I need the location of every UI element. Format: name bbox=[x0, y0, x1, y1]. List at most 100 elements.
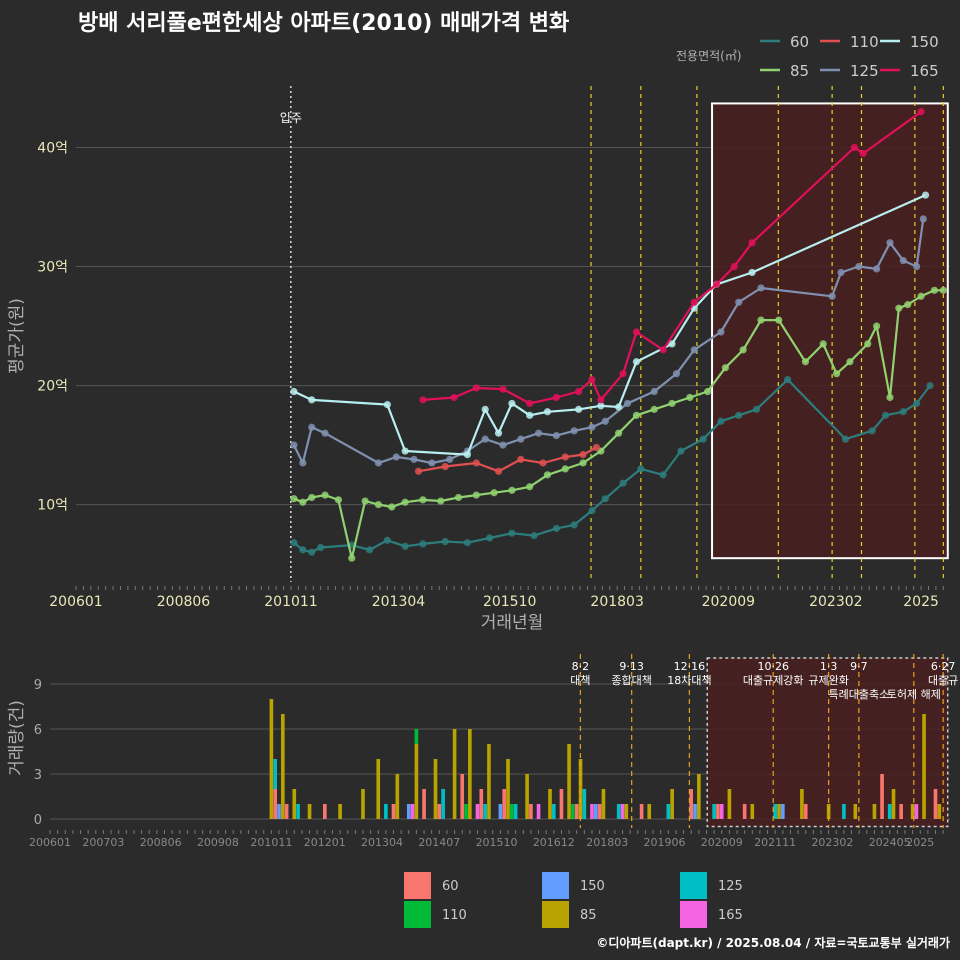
volume-bar-60 bbox=[689, 789, 694, 819]
volume-bar-165 bbox=[719, 804, 724, 819]
volume-bar-85 bbox=[414, 744, 419, 819]
price-point-85 bbox=[437, 497, 445, 505]
volume-bar-125 bbox=[582, 789, 587, 819]
price-point-85 bbox=[401, 498, 409, 506]
price-point-125 bbox=[410, 455, 418, 463]
volume-legend-swatch-150 bbox=[542, 872, 569, 899]
volume-x-tick-label: 2025 bbox=[906, 836, 934, 849]
legend-label-110: 110 bbox=[850, 33, 879, 51]
price-x-axis-title: 거래년월 bbox=[481, 613, 544, 633]
volume-bar-125 bbox=[666, 804, 671, 819]
volume-bar-60 bbox=[933, 789, 938, 819]
volume-bar-85 bbox=[891, 789, 896, 819]
volume-bar-85 bbox=[727, 789, 732, 819]
volume-y-tick-label: 3 bbox=[34, 768, 42, 783]
volume-bar-85 bbox=[670, 789, 674, 819]
volume-bar-165 bbox=[475, 804, 480, 819]
volume-y-axis-title: 거래량(건) bbox=[7, 700, 27, 776]
volume-bar-85 bbox=[601, 789, 606, 819]
price-x-tick-label: 200806 bbox=[157, 594, 211, 610]
price-point-165 bbox=[850, 143, 858, 152]
price-point-150 bbox=[526, 411, 534, 419]
price-point-60 bbox=[552, 524, 560, 533]
price-point-60 bbox=[308, 548, 316, 556]
price-point-125 bbox=[650, 387, 658, 396]
price-point-150 bbox=[632, 358, 641, 366]
volume-event-label: 종합대책 bbox=[611, 674, 651, 687]
price-point-165 bbox=[917, 108, 925, 116]
price-point-60 bbox=[699, 435, 707, 443]
price-point-165 bbox=[859, 149, 867, 158]
price-point-110 bbox=[517, 455, 525, 463]
price-point-60 bbox=[365, 546, 374, 554]
price-point-60 bbox=[735, 411, 743, 419]
price-point-60 bbox=[926, 381, 934, 390]
price-point-125 bbox=[446, 455, 454, 463]
volume-bar-60 bbox=[322, 804, 327, 819]
volume-bar-60 bbox=[502, 789, 507, 819]
volume-bar-165 bbox=[914, 804, 919, 819]
price-point-110 bbox=[472, 459, 480, 467]
volume-bar-125 bbox=[483, 804, 487, 819]
volume-event-label: 규제완화 bbox=[808, 674, 848, 687]
price-point-85 bbox=[668, 399, 676, 408]
price-point-125 bbox=[623, 399, 632, 408]
price-point-85 bbox=[930, 286, 939, 294]
price-point-150 bbox=[615, 403, 623, 411]
volume-x-tick-label: 200908 bbox=[197, 836, 239, 849]
price-point-110 bbox=[441, 462, 449, 471]
volume-x-tick-label: 200806 bbox=[140, 836, 182, 849]
volume-x-tick-label: 201011 bbox=[250, 836, 292, 849]
price-point-60 bbox=[841, 435, 850, 443]
price-point-110 bbox=[494, 467, 503, 475]
price-point-165 bbox=[575, 387, 583, 396]
price-y-tick-label: 10억 bbox=[37, 498, 68, 514]
price-point-125 bbox=[828, 292, 836, 300]
volume-bar-60 bbox=[284, 804, 289, 819]
volume-y-tick-label: 9 bbox=[34, 678, 42, 693]
price-point-85 bbox=[290, 495, 298, 503]
volume-bar-165 bbox=[620, 804, 625, 819]
volume-bar-85 bbox=[853, 804, 858, 819]
volume-bar-85 bbox=[376, 759, 381, 819]
price-point-125 bbox=[873, 265, 881, 273]
price-point-150 bbox=[463, 451, 472, 459]
volume-bar-85 bbox=[647, 804, 652, 819]
price-point-125 bbox=[717, 328, 725, 336]
price-point-165 bbox=[552, 393, 560, 402]
volume-x-tick-label: 202405 bbox=[869, 836, 911, 849]
volume-event-date: 6·27 bbox=[931, 660, 956, 673]
price-point-85 bbox=[561, 465, 569, 473]
price-point-60 bbox=[441, 537, 449, 546]
volume-bar-85 bbox=[697, 774, 701, 819]
volume-bar-85 bbox=[292, 789, 297, 819]
price-panel: 10억 20억 30억 40억 입주 200601 200806 201011 201304 20… bbox=[37, 86, 950, 610]
price-point-85 bbox=[873, 322, 881, 330]
price-point-165 bbox=[690, 298, 698, 306]
volume-legend-swatch-110 bbox=[404, 901, 431, 928]
price-point-60 bbox=[317, 543, 325, 552]
volume-bar-125 bbox=[273, 759, 278, 789]
volume-bar-60 bbox=[273, 789, 278, 819]
price-point-85 bbox=[832, 370, 841, 378]
volume-bar-85 bbox=[777, 804, 781, 819]
price-point-85 bbox=[703, 387, 712, 396]
price-point-110 bbox=[592, 443, 600, 452]
price-point-85 bbox=[904, 301, 912, 309]
price-y-tick-label: 20억 bbox=[37, 379, 68, 395]
volume-highlight-box bbox=[706, 657, 949, 828]
price-x-tick-label: 202302 bbox=[809, 594, 862, 610]
volume-bar-60 bbox=[597, 804, 602, 819]
price-point-60 bbox=[299, 546, 307, 554]
volume-bar-125 bbox=[296, 804, 300, 819]
volume-event-date: 9·13 bbox=[619, 660, 644, 673]
price-point-110 bbox=[561, 453, 569, 461]
price-point-165 bbox=[730, 262, 738, 271]
price-point-150 bbox=[597, 402, 605, 410]
legend-label-165: 165 bbox=[910, 62, 939, 80]
price-point-85 bbox=[686, 393, 694, 402]
volume-bar-60 bbox=[529, 804, 533, 819]
top-legend: 전용면적(㎡) 60 110 150 85 125 165 bbox=[676, 33, 939, 80]
price-x-tick-label: 200601 bbox=[49, 594, 102, 610]
volume-bar-85 bbox=[548, 789, 552, 819]
